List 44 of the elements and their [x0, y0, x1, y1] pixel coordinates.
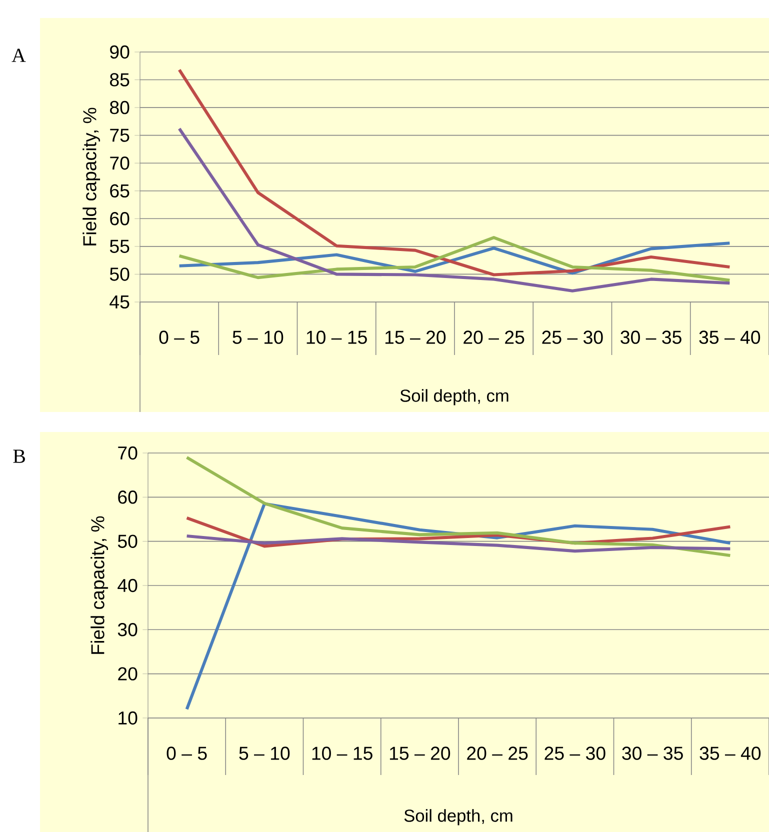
chart-title: A: [12, 48, 26, 62]
y-tick-label: 70: [110, 156, 130, 170]
y-tick-label: 85: [110, 73, 130, 86]
y-tick-label: 45: [110, 295, 130, 309]
y-tick-label: 70: [118, 446, 138, 460]
y-tick-label: 60: [110, 212, 130, 226]
x-tick-label: 35 – 40: [700, 746, 761, 760]
y-tick-label: 65: [110, 184, 130, 198]
y-tick-label: 90: [110, 45, 130, 59]
line-series: [185, 456, 732, 557]
chart-title: B: [13, 450, 25, 463]
line-series: [185, 534, 732, 553]
y-tick-label: 10: [118, 711, 138, 725]
x-tick-label: 10 – 15: [312, 746, 372, 760]
x-tick-label: 20 – 25: [467, 746, 528, 760]
y-tick-label: 50: [110, 268, 130, 281]
x-tick-label: 15 – 20: [390, 746, 450, 760]
line-series: [178, 127, 732, 292]
x-axis-title: Soil depth, cm: [400, 389, 508, 406]
y-tick-label: 75: [110, 128, 130, 142]
x-tick-label: 20 – 25: [464, 330, 524, 344]
x-axis-title: Soil depth, cm: [404, 809, 512, 826]
line-series: [178, 68, 732, 276]
y-tick-label: 50: [118, 534, 138, 548]
x-tick-label: 30 – 35: [620, 330, 682, 344]
line-series: [178, 236, 732, 282]
x-tick-label: 5 – 10: [239, 746, 290, 760]
y-axis-title: Field capacity, %: [90, 516, 108, 654]
x-tick-label: 25 – 30: [544, 746, 606, 760]
y-tick-label: 55: [110, 240, 130, 253]
x-tick-label: 5 – 10: [232, 330, 284, 344]
y-tick-label: 40: [118, 578, 138, 592]
x-tick-label: 30 – 35: [622, 746, 683, 760]
x-tick-label: 15 – 20: [385, 330, 446, 344]
y-tick-label: 30: [118, 623, 138, 636]
x-tick-label: 35 – 40: [699, 330, 760, 344]
y-tick-label: 80: [110, 100, 130, 114]
x-tick-label: 0 – 5: [159, 330, 200, 344]
x-tick-label: 10 – 15: [306, 330, 367, 344]
x-tick-label: 0 – 5: [166, 746, 207, 760]
y-axis-title: Field capacity, %: [82, 108, 100, 246]
y-tick-label: 60: [118, 490, 138, 504]
y-tick-label: 20: [118, 667, 138, 680]
x-tick-label: 25 – 30: [542, 330, 603, 344]
